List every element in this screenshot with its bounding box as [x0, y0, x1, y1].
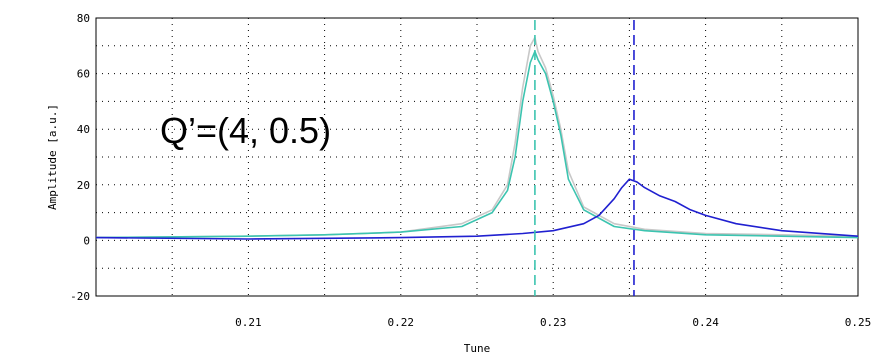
y-tick-label: 0	[83, 234, 90, 247]
series-line-gray	[95, 36, 859, 239]
y-tick-label: 20	[77, 179, 90, 192]
series-group	[95, 36, 859, 240]
x-axis-ticks: 0.21 0.22 0.23 0.24 0.25	[235, 316, 871, 329]
x-axis-label: Tune	[464, 342, 491, 355]
y-tick-label: 80	[77, 12, 90, 25]
annotation-chromaticity: Q’=(4, 0.5)	[160, 110, 331, 151]
series-line-blue	[95, 178, 859, 240]
y-axis-ticks: -20 0 20 40 60 80	[70, 12, 90, 303]
marker-lines	[534, 20, 635, 296]
x-tick-label: 0.22	[388, 316, 415, 329]
x-tick-label: 0.21	[235, 316, 262, 329]
y-tick-label: -20	[70, 290, 90, 303]
x-tick-label: 0.25	[845, 316, 872, 329]
grid	[96, 18, 858, 296]
y-tick-label: 60	[77, 68, 90, 81]
x-tick-label: 0.23	[540, 316, 567, 329]
x-tick-label: 0.24	[692, 316, 719, 329]
series-line-teal	[95, 50, 859, 239]
y-axis-label: Amplitude [a.u.]	[46, 104, 59, 210]
y-tick-label: 40	[77, 123, 90, 136]
